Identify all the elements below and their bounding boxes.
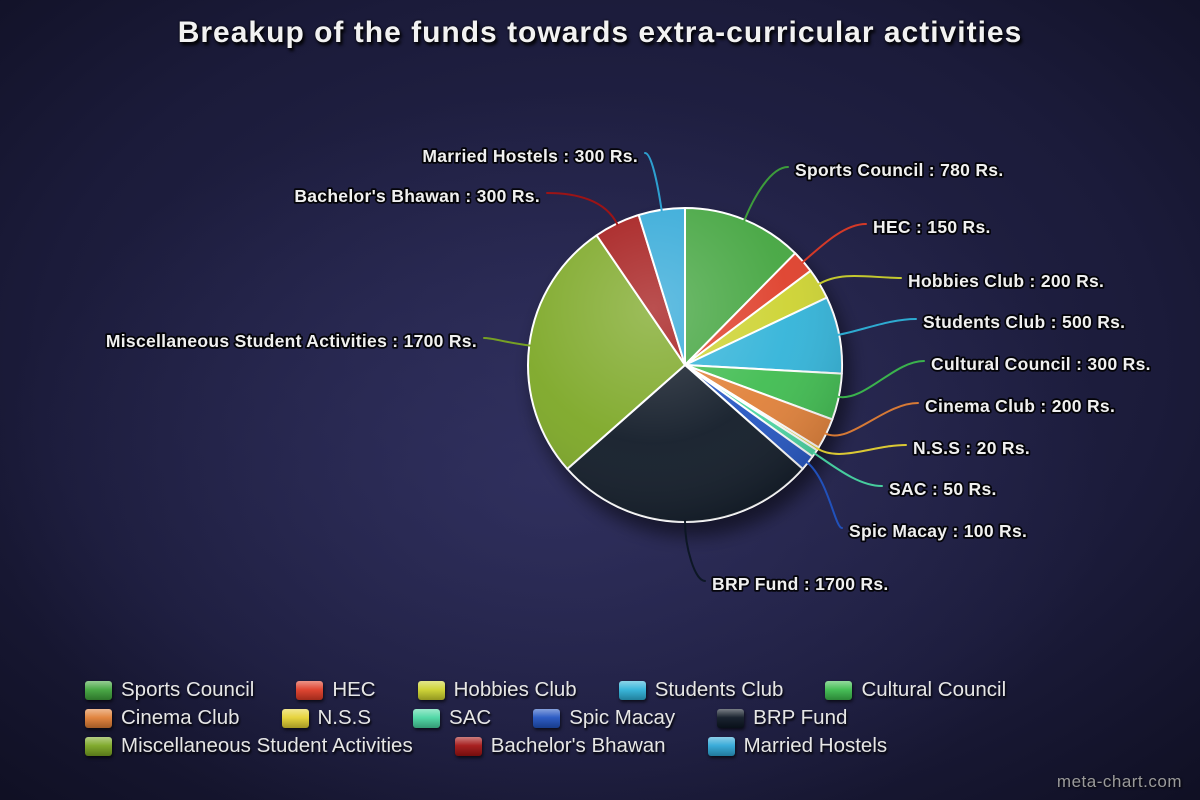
leader-line-sac bbox=[812, 451, 883, 487]
legend-label: Spic Macay bbox=[569, 706, 676, 729]
legend-swatch-cinema-club bbox=[85, 708, 112, 728]
callout-n-s-s: N.S.S : 20 Rs. bbox=[913, 438, 1030, 458]
callout-bachelor-s-bhawan: Bachelor's Bhawan : 300 Rs. bbox=[294, 186, 540, 206]
legend-swatch-sac bbox=[413, 708, 441, 728]
legend-label: Cinema Club bbox=[121, 706, 240, 729]
legend-label: Bachelor's Bhawan bbox=[490, 734, 666, 757]
legend-swatch-cultural-council bbox=[825, 680, 853, 700]
leader-line-hec bbox=[801, 223, 867, 264]
leader-line-married-hostels bbox=[644, 152, 663, 212]
legend-item-spic-macay: Spic Macay bbox=[533, 706, 675, 730]
legend-item-students-club: Students Club bbox=[618, 678, 784, 702]
legend-label: Sports Council bbox=[121, 678, 255, 701]
legend-label: N.S.S bbox=[317, 706, 372, 729]
legend-row: Sports Council HEC Hobbies Club Students Cl… bbox=[85, 676, 1006, 704]
leader-line-sports-council bbox=[743, 166, 789, 222]
leader-line-cultural-council bbox=[836, 360, 925, 399]
chart-title: Breakup of the funds towards extra-curri… bbox=[177, 16, 1023, 49]
legend-label: Students Club bbox=[654, 678, 784, 701]
callout-sports-council: Sports Council : 780 Rs. bbox=[795, 160, 1004, 180]
legend-swatch-students-club bbox=[618, 680, 646, 700]
legend-swatch-n-s-s bbox=[281, 708, 309, 728]
legend-swatch-sports-council bbox=[85, 680, 112, 700]
leader-line-spic-macay bbox=[806, 461, 843, 529]
legend-swatch-spic-macay bbox=[533, 708, 561, 728]
legend-swatch-miscellaneous-student-activities bbox=[85, 736, 112, 756]
legend-item-hec: HEC bbox=[296, 678, 376, 702]
leader-line-miscellaneous-student-activities bbox=[483, 337, 532, 347]
legend-label: BRP Fund bbox=[753, 706, 848, 729]
legend-swatch-married-hostels bbox=[707, 736, 735, 756]
leader-line-brp-fund bbox=[684, 520, 706, 582]
legend-row: Cinema Club N.S.S SAC Spic Macay BRP Fund bbox=[85, 704, 1006, 732]
legend-item-cultural-council: Cultural Council bbox=[825, 678, 1006, 702]
legend-item-miscellaneous-student-activities: Miscellaneous Student Activities bbox=[85, 734, 413, 758]
callout-hobbies-club: Hobbies Club : 200 Rs. bbox=[908, 271, 1104, 291]
callout-married-hostels: Married Hostels : 300 Rs. bbox=[422, 146, 638, 166]
callout-spic-macay: Spic Macay : 100 Rs. bbox=[849, 521, 1027, 541]
legend-row: Miscellaneous Student Activities Bachelor… bbox=[85, 732, 1006, 760]
leader-line-cinema-club bbox=[824, 402, 919, 437]
legend-swatch-bachelor-s-bhawan bbox=[454, 736, 482, 756]
legend-item-cinema-club: Cinema Club bbox=[85, 706, 240, 730]
callout-students-club: Students Club : 500 Rs. bbox=[923, 312, 1125, 332]
watermark: meta-chart.com bbox=[1056, 772, 1182, 791]
legend-swatch-hec bbox=[296, 680, 324, 700]
callout-brp-fund: BRP Fund : 1700 Rs. bbox=[712, 574, 889, 594]
leader-line-students-club bbox=[837, 318, 917, 336]
legend-item-married-hostels: Married Hostels bbox=[707, 734, 888, 758]
legend-label: SAC bbox=[449, 706, 492, 729]
legend: Sports Council HEC Hobbies Club Students Cl… bbox=[85, 676, 1006, 760]
callout-hec: HEC : 150 Rs. bbox=[873, 217, 991, 237]
leader-line-n-s-s bbox=[815, 444, 907, 455]
legend-label: Cultural Council bbox=[861, 678, 1007, 701]
legend-item-sports-council: Sports Council bbox=[85, 678, 254, 702]
leader-line-hobbies-club bbox=[817, 274, 902, 286]
legend-item-hobbies-club: Hobbies Club bbox=[417, 678, 577, 702]
legend-label: Hobbies Club bbox=[453, 678, 577, 701]
legend-label: Married Hostels bbox=[743, 734, 888, 757]
legend-swatch-hobbies-club bbox=[417, 680, 445, 700]
callout-cinema-club: Cinema Club : 200 Rs. bbox=[925, 396, 1115, 416]
callout-sac: SAC : 50 Rs. bbox=[889, 479, 997, 499]
legend-item-brp-fund: BRP Fund bbox=[717, 706, 847, 730]
legend-item-sac: SAC bbox=[413, 706, 491, 730]
legend-label: HEC bbox=[332, 678, 376, 701]
legend-item-n-s-s: N.S.S bbox=[281, 706, 372, 730]
legend-swatch-brp-fund bbox=[717, 708, 745, 728]
leader-line-bachelor-s-bhawan bbox=[546, 192, 619, 226]
legend-item-bachelor-s-bhawan: Bachelor's Bhawan bbox=[454, 734, 666, 758]
callout-cultural-council: Cultural Council : 300 Rs. bbox=[931, 354, 1151, 374]
legend-label: Miscellaneous Student Activities bbox=[121, 734, 413, 757]
callout-miscellaneous-student-activities: Miscellaneous Student Activities : 1700 … bbox=[106, 331, 477, 351]
